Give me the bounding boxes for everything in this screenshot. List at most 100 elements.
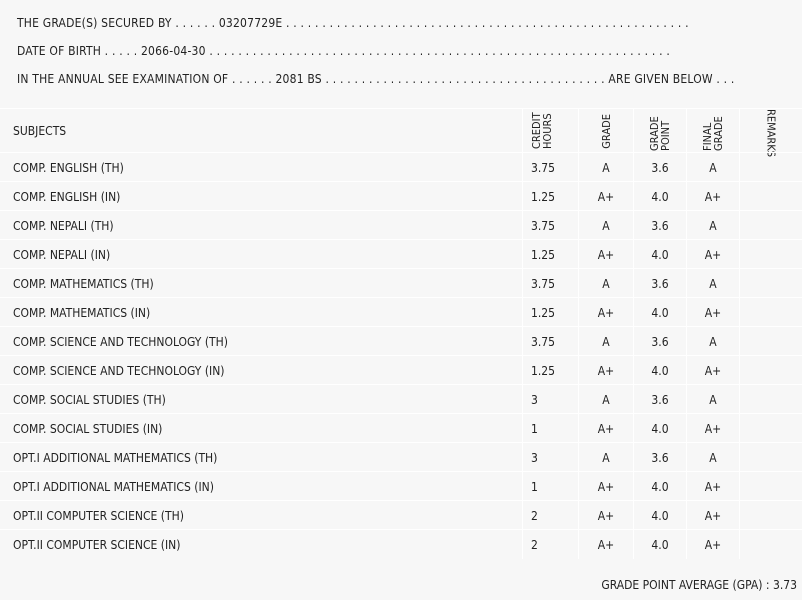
table-cell: 1.25: [522, 356, 578, 385]
table-cell: 3.6: [633, 327, 686, 356]
cell-text: COMP. MATHEMATICS (TH): [13, 276, 154, 291]
cell-text: A+: [597, 508, 615, 523]
cell-text: COMP. SCIENCE AND TECHNOLOGY (TH): [13, 334, 228, 349]
table-cell: [739, 269, 802, 298]
cell-text: COMP. SOCIAL STUDIES (TH): [13, 392, 166, 407]
table-cell: 3.6: [633, 443, 686, 472]
cell-text: 3.75: [531, 160, 556, 175]
cell-text: COMP. SOCIAL STUDIES (IN): [13, 421, 163, 436]
table-cell: COMP. ENGLISH (IN): [0, 182, 522, 211]
column-header: GRADE POINT: [648, 116, 672, 151]
table-row: OPT.I ADDITIONAL MATHEMATICS (IN) 1 A+ 4.0 A…: [0, 471, 802, 501]
cell-text: 4.0: [651, 305, 669, 320]
header-row: SUBJECTS CREDIT HOURS GRADE GRADE POINT FINA…: [0, 108, 802, 157]
table-cell: 1.25: [522, 298, 578, 327]
cell-text: 2: [531, 537, 538, 552]
cell-text: 4.0: [651, 247, 669, 262]
table-cell: 3.6: [633, 211, 686, 240]
cell-text: A+: [704, 363, 722, 378]
header-cell: CREDIT HOURS: [522, 109, 578, 153]
cell-text: 3.6: [651, 160, 669, 175]
cell-text: 1.25: [531, 305, 556, 320]
table-cell: A+: [578, 530, 633, 559]
table-row: COMP. MATHEMATICS (IN) 1.25 A+ 4.0 A+: [0, 297, 802, 327]
table-cell: COMP. SOCIAL STUDIES (IN): [0, 414, 522, 443]
cell-text: 3.75: [531, 218, 556, 233]
cell-text: A: [602, 218, 610, 233]
table-cell: COMP. SCIENCE AND TECHNOLOGY (IN): [0, 356, 522, 385]
table-row: COMP. ENGLISH (IN) 1.25 A+ 4.0 A+: [0, 181, 802, 211]
table-row: OPT.II COMPUTER SCIENCE (IN) 2 A+ 4.0 A+: [0, 529, 802, 559]
table-cell: A: [686, 385, 739, 414]
table-cell: 4.0: [633, 501, 686, 530]
cell-text: OPT.I ADDITIONAL MATHEMATICS (IN): [13, 479, 214, 494]
cell-text: COMP. ENGLISH (IN): [13, 189, 121, 204]
table-cell: 4.0: [633, 182, 686, 211]
cell-text: 3: [531, 392, 538, 407]
table-cell: [739, 414, 802, 443]
table-cell: 2: [522, 530, 578, 559]
table-row: COMP. ENGLISH (TH) 3.75 A 3.6 A: [0, 152, 802, 182]
table-cell: COMP. SCIENCE AND TECHNOLOGY (TH): [0, 327, 522, 356]
cell-text: 2: [531, 508, 538, 523]
table-cell: [739, 298, 802, 327]
table-cell: A: [578, 269, 633, 298]
cell-text: 1.25: [531, 189, 556, 204]
table-cell: A: [686, 153, 739, 182]
header-cell: GRADE: [578, 109, 633, 153]
cell-text: 3.6: [651, 218, 669, 233]
cell-text: A: [709, 392, 717, 407]
cell-text: 1: [531, 479, 538, 494]
table-cell: A: [578, 385, 633, 414]
table-cell: A+: [686, 530, 739, 559]
cell-text: 3: [531, 450, 538, 465]
table-cell: 3.75: [522, 211, 578, 240]
table-cell: [739, 472, 802, 501]
cell-text: A+: [704, 247, 722, 262]
header-cell: REMARKS: [739, 109, 802, 157]
table-row: COMP. SOCIAL STUDIES (IN) 1 A+ 4.0 A+: [0, 413, 802, 443]
cell-text: 1.25: [531, 363, 556, 378]
table-row: OPT.II COMPUTER SCIENCE (TH) 2 A+ 4.0 A+: [0, 500, 802, 530]
cell-text: A+: [597, 421, 615, 436]
cell-text: A: [709, 218, 717, 233]
header-line: IN THE ANNUAL SEE EXAMINATION OF . . . .…: [17, 72, 735, 86]
cell-text: A: [709, 160, 717, 175]
table-cell: A+: [686, 414, 739, 443]
table-cell: 4.0: [633, 298, 686, 327]
table-cell: 3: [522, 385, 578, 414]
table-row: OPT.I ADDITIONAL MATHEMATICS (TH) 3 A 3.6 A: [0, 442, 802, 472]
cell-text: A+: [597, 189, 615, 204]
cell-text: A: [602, 450, 610, 465]
table-cell: 3.6: [633, 385, 686, 414]
cell-text: A+: [704, 508, 722, 523]
cell-text: 4.0: [651, 537, 669, 552]
table-cell: A: [686, 327, 739, 356]
table-cell: A+: [578, 356, 633, 385]
table-cell: A: [578, 211, 633, 240]
cell-text: 1.25: [531, 247, 556, 262]
table-row: COMP. SCIENCE AND TECHNOLOGY (IN) 1.25 A+ 4…: [0, 355, 802, 385]
cell-text: A+: [597, 537, 615, 552]
table-cell: [739, 327, 802, 356]
table-cell: 3.75: [522, 269, 578, 298]
cell-text: COMP. SCIENCE AND TECHNOLOGY (IN): [13, 363, 225, 378]
table-cell: [739, 211, 802, 240]
gpa-text: GRADE POINT AVERAGE (GPA) : 3.73: [601, 578, 797, 592]
table-row: COMP. NEPALI (IN) 1.25 A+ 4.0 A+: [0, 239, 802, 269]
cell-text: 4.0: [651, 508, 669, 523]
cell-text: 1: [531, 421, 538, 436]
cell-text: A+: [704, 189, 722, 204]
cell-text: A+: [704, 305, 722, 320]
table-cell: [739, 530, 802, 559]
table-cell: A: [686, 211, 739, 240]
table-cell: A+: [578, 501, 633, 530]
cell-text: 4.0: [651, 479, 669, 494]
table-cell: A+: [578, 240, 633, 269]
cell-text: 3.6: [651, 450, 669, 465]
column-header: REMARKS: [764, 109, 778, 158]
table-cell: A+: [578, 298, 633, 327]
cell-text: A+: [597, 479, 615, 494]
cell-text: A: [602, 392, 610, 407]
table-cell: 3.6: [633, 269, 686, 298]
